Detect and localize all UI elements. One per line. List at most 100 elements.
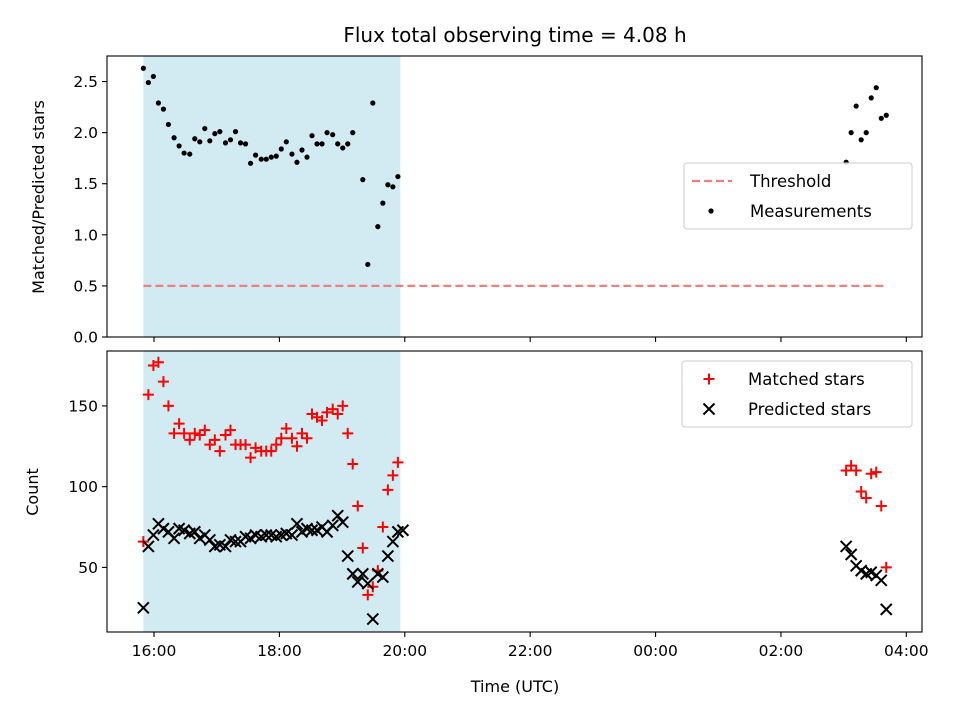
top-measurement-point	[268, 154, 274, 160]
top-measurement-point	[365, 261, 371, 268]
top-measurement-point	[853, 103, 859, 109]
bottom-matched-point	[275, 432, 287, 444]
bottom-y-tick-label: 100	[68, 478, 98, 496]
top-measurement-point	[345, 141, 351, 147]
bottom-matched-point	[152, 356, 164, 368]
bottom-predicted-point	[361, 577, 375, 590]
bottom-predicted-point	[229, 535, 242, 548]
bottom-matched-point	[162, 400, 174, 412]
bottom-predicted-point	[366, 612, 380, 626]
top-y-tick-label: 2.0	[73, 124, 98, 142]
bottom-predicted-point	[326, 519, 339, 532]
bottom-predicted-point	[386, 535, 400, 548]
top-y-axis-label: Matched/Predicted stars	[29, 100, 48, 294]
bottom-matched-point	[173, 418, 185, 430]
bottom-matched-point	[875, 500, 887, 512]
bottom-matched-point	[240, 439, 252, 451]
bottom-legend-label: Matched stars	[748, 370, 865, 389]
bottom-predicted-point	[219, 540, 232, 553]
bottom-predicted-point	[346, 567, 359, 581]
top-measurement-point	[283, 139, 289, 145]
bottom-panel: 16:00 18:00 20:00 22:00 00:00 02:00 04:00 50 100…	[68, 350, 929, 660]
bottom-predicted-point	[351, 575, 364, 589]
bottom-matched-point	[296, 427, 308, 439]
top-measurement-point	[258, 156, 264, 162]
top-measurement-point	[171, 135, 177, 141]
bottom-predicted-point	[381, 549, 395, 563]
bottom-matched-point	[157, 376, 169, 388]
top-y-tick-label: 1.0	[73, 226, 98, 244]
top-measurement-point	[155, 100, 162, 106]
top-y-tick-label: 0.0	[73, 329, 98, 347]
top-measurement-point	[848, 130, 854, 136]
bottom-matched-point	[321, 406, 333, 418]
bottom-matched-point	[382, 484, 394, 496]
bottom-matched-point	[870, 466, 882, 478]
bottom-x-tick-label: 18:00	[257, 642, 302, 660]
bottom-matched-point	[214, 445, 226, 457]
top-measurement-point	[197, 139, 203, 145]
top-measurement-point	[242, 141, 249, 147]
bottom-predicted-point	[137, 601, 150, 614]
bottom-y-tick-label: 50	[78, 559, 98, 577]
bottom-matched-point	[184, 434, 196, 446]
bottom-matched-point	[337, 400, 349, 412]
top-measurement-point	[395, 173, 401, 180]
bottom-matched-point	[840, 465, 852, 477]
bottom-x-tick-label: 02:00	[759, 642, 804, 660]
top-measurement-point	[247, 160, 254, 166]
top-y-tick-label: 0.5	[73, 277, 98, 295]
bottom-predicted-point	[142, 540, 155, 553]
bottom-series-plus	[137, 356, 892, 601]
top-legend-box	[683, 162, 913, 230]
bottom-y-tick-label: 150	[68, 397, 98, 415]
top-measurement-point	[350, 130, 356, 136]
bottom-matched-point	[865, 468, 877, 480]
bottom-predicted-point	[396, 524, 410, 537]
bottom-predicted-point	[356, 567, 369, 581]
top-measurement-point	[385, 182, 391, 188]
bottom-predicted-point	[331, 509, 344, 522]
bottom-matched-point	[189, 427, 201, 439]
top-series-dot	[140, 65, 889, 268]
top-measurement-point	[222, 140, 229, 146]
top-measurement-point	[390, 184, 396, 190]
top-measurement-point	[309, 133, 315, 139]
top-highlight-span	[143, 56, 401, 337]
top-measurement-point	[289, 151, 295, 157]
top-legend-measurement-swatch	[708, 208, 714, 214]
top-y-tick-label: 1.5	[73, 175, 98, 193]
bottom-legend-matched-swatch	[703, 373, 715, 385]
top-measurement-point	[314, 141, 320, 147]
top-measurement-point	[176, 143, 182, 149]
top-measurement-point	[150, 73, 156, 80]
top-measurement-point	[145, 79, 151, 86]
x-axis-label: Time (UTC)	[470, 677, 559, 696]
bottom-matched-point	[387, 469, 399, 481]
top-measurement-point	[160, 106, 167, 112]
top-measurement-point	[340, 145, 346, 151]
bottom-matched-point	[250, 442, 262, 454]
top-measurement-point	[294, 159, 300, 165]
top-measurement-point	[883, 112, 889, 118]
bottom-matched-point	[855, 486, 867, 497]
bottom-matched-point	[327, 403, 339, 415]
top-measurement-point	[380, 200, 386, 206]
bottom-matched-point	[286, 432, 298, 444]
bottom-matched-point	[845, 460, 857, 472]
bottom-matched-point	[352, 500, 364, 512]
bottom-predicted-point	[203, 533, 217, 547]
bottom-highlight-span	[143, 351, 401, 632]
bottom-matched-point	[357, 542, 369, 554]
bottom-matched-point	[342, 427, 354, 439]
bottom-matched-point	[204, 439, 216, 451]
bottom-matched-point	[860, 492, 872, 504]
top-measurement-point	[360, 177, 366, 183]
bottom-predicted-point	[875, 574, 888, 587]
bottom-x-tick-label: 16:00	[132, 642, 177, 660]
bottom-x-tick-label: 04:00	[884, 642, 929, 660]
top-measurement-point	[217, 129, 223, 135]
bottom-matched-point	[142, 389, 154, 401]
bottom-matched-point	[392, 456, 404, 468]
top-measurement-point	[335, 141, 341, 147]
